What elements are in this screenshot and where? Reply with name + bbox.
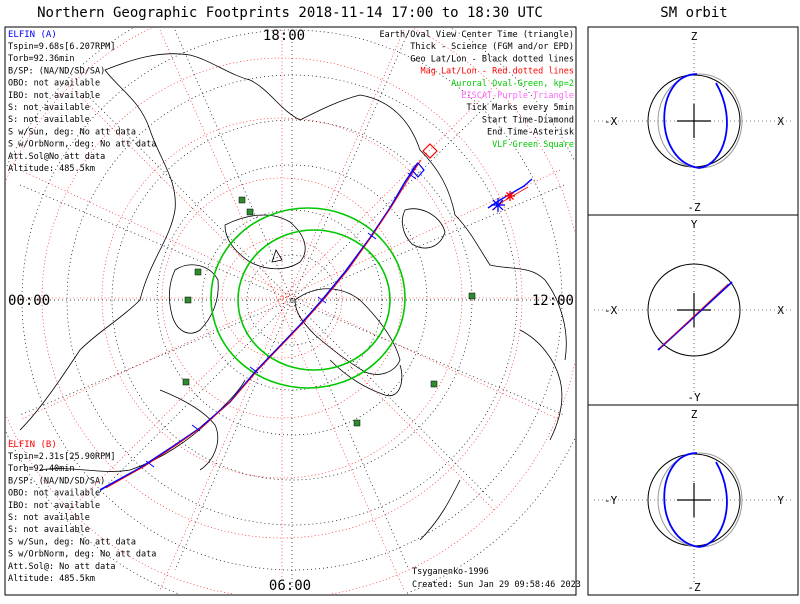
elfin-b-line: Tspin=2.31s[25.90RPM]: [8, 452, 115, 462]
elfin-b-track: [105, 159, 422, 489]
elfin-a-line: Att.Sol@No att data: [8, 152, 105, 162]
vlf-square: [184, 296, 192, 304]
mag-grid: [6, 28, 575, 594]
elfin-a-line: Altitude: 485.5km: [8, 164, 95, 174]
orbit-axis-label-bottom: -Z: [687, 201, 701, 214]
start-diamond-a: [411, 162, 425, 178]
elfin-b-line: Altitude: 485.5km: [8, 574, 95, 584]
map-label-top: 18:00: [263, 28, 305, 44]
elfin-b-line: Torb=92.40min: [8, 464, 75, 474]
elfin-a-line: S w/OrbNorm, deg: No att data: [8, 140, 156, 150]
elfin-b-line: S w/OrbNorm, deg: No att data: [8, 550, 156, 560]
elfin-a-line: IBO: not available: [8, 91, 100, 101]
start-diamond-b: [422, 143, 438, 159]
legend-entry: VLF-Green Square: [492, 140, 574, 150]
auroral-oval: [210, 207, 406, 389]
vlf-square: [238, 196, 246, 204]
elfin-b-line: OBO: not available: [8, 489, 100, 499]
vlf-square: [246, 208, 254, 216]
footprint-tracks: [99, 143, 533, 491]
orbit-panel: -X X Z -Z: [587, 26, 799, 216]
vlf-square: [194, 268, 202, 276]
orbit-axis-label-bottom: -Y: [687, 391, 701, 404]
orbit-path-a: [663, 452, 728, 548]
legend-entry: Geo Lat/Lon - Black dotted lines: [410, 54, 574, 64]
continents: [19, 53, 567, 541]
elfin-a-name: ELFIN (A): [8, 30, 57, 40]
orbit-panels: -X X Z -Z -X X Y -Y -Y Y Z -Z: [587, 26, 799, 596]
orbit-axis-label-top: Z: [691, 30, 698, 43]
legend-entry: Mag Lat/Lon - Red dotted lines: [420, 67, 574, 77]
end-asterisk-b: [505, 191, 515, 201]
elfin-a-info: ELFIN (A) Tspin=9.68s[6.207RPM] Torb=92.3…: [8, 30, 156, 174]
orbit-axis-label-top: Y: [691, 218, 698, 231]
orbit-panel-frame: [587, 404, 799, 596]
elfin-a-line: Torb=92.36min: [8, 54, 75, 64]
elfin-b-line: B/SP: (NA/ND/SD/SA): [8, 476, 105, 486]
orbit-path-b: [659, 283, 729, 349]
elfin-a-line: S w/Sun, deg: No att data: [8, 127, 136, 137]
track-tick: [249, 366, 259, 374]
eiscat-triangle: [271, 249, 283, 263]
orbit-axis-label-top: Z: [691, 408, 698, 421]
map-frame: [4, 26, 577, 596]
elfin-a-line: S: not available: [8, 115, 90, 125]
map-label-right: 12:00: [532, 293, 574, 309]
elfin-b-line: Att.Sol@: No att data: [8, 562, 115, 572]
orbit-axis-label-right: Y: [777, 494, 784, 507]
track-tick: [191, 424, 201, 432]
map-area: [6, 28, 575, 594]
elfin-a-track: [99, 163, 418, 491]
map-legend: Earth/Oval View Center Time (triangle) Th…: [380, 30, 574, 150]
elfin-b-info: ELFIN (B) Tspin=2.31s[25.90RPM] Torb=92.4…: [8, 440, 156, 584]
elfin-a-line: OBO: not available: [8, 79, 100, 89]
legend-entry: Thick - Science (FGM and/or EPD): [410, 42, 574, 52]
orbit-axis-label-left: -Y: [604, 494, 618, 507]
elfin-b-line: IBO: not available: [8, 501, 100, 511]
vlf-square: [182, 378, 190, 386]
main-title: Northern Geographic Footprints 2018-11-1…: [37, 5, 543, 21]
legend-entry: Auroral Oval-Green, kp=2: [451, 79, 574, 89]
geo-grid: [6, 28, 575, 594]
track-tick: [145, 460, 155, 468]
orbit-axis-label-bottom: -Z: [687, 581, 701, 594]
orbit-axis-label-right: X: [777, 115, 784, 128]
orbit-panel: -X X Y -Y: [587, 214, 799, 406]
vlf-square: [468, 292, 476, 300]
vlf-markers: [182, 196, 476, 427]
end-asterisk-a: [491, 198, 505, 212]
model-label: Tsyganenko-1996: [412, 567, 489, 577]
elfin-a-line: S: not available: [8, 103, 90, 113]
map-label-left: 00:00: [8, 293, 50, 309]
created-label: Created: Sun Jan 29 09:58:46 2023: [412, 580, 581, 590]
legend-entry: Start Time-Diamond: [482, 115, 574, 125]
vlf-square: [353, 419, 361, 427]
map-label-bottom: 06:00: [269, 578, 311, 594]
elfin-b-line: S: not available: [8, 513, 90, 523]
orbit-axis-label-left: -X: [604, 115, 618, 128]
legend-entry: Tick Marks every 5min: [467, 103, 574, 113]
elfin-a-line: B/SP: (NA/ND/SD/SA): [8, 66, 105, 76]
track-tick: [317, 296, 327, 304]
orbit-earth-circle: [647, 263, 741, 357]
elfin-b-name: ELFIN (B): [8, 440, 57, 450]
legend-entry: Earth/Oval View Center Time (triangle): [380, 30, 574, 40]
legend-entry: End Time-Asterisk: [487, 128, 574, 138]
elfin-b-line: S: not available: [8, 525, 90, 535]
legend-entry: EISCAT-Purple Triangle: [461, 91, 574, 101]
vlf-square: [430, 380, 438, 388]
orbit-panel: -Y Y Z -Z: [587, 404, 799, 596]
orbit-title: SM orbit: [660, 5, 727, 21]
orbit-axis-label-left: -X: [604, 304, 618, 317]
elfin-b-line: S w/Sun, deg: No att data: [8, 537, 136, 547]
orbit-path-a: [663, 73, 728, 169]
track-tick: [407, 172, 417, 180]
track-tick: [367, 232, 377, 240]
elfin-a-line: Tspin=9.68s[6.207RPM]: [8, 42, 115, 52]
orbit-axis-label-right: X: [777, 304, 784, 317]
